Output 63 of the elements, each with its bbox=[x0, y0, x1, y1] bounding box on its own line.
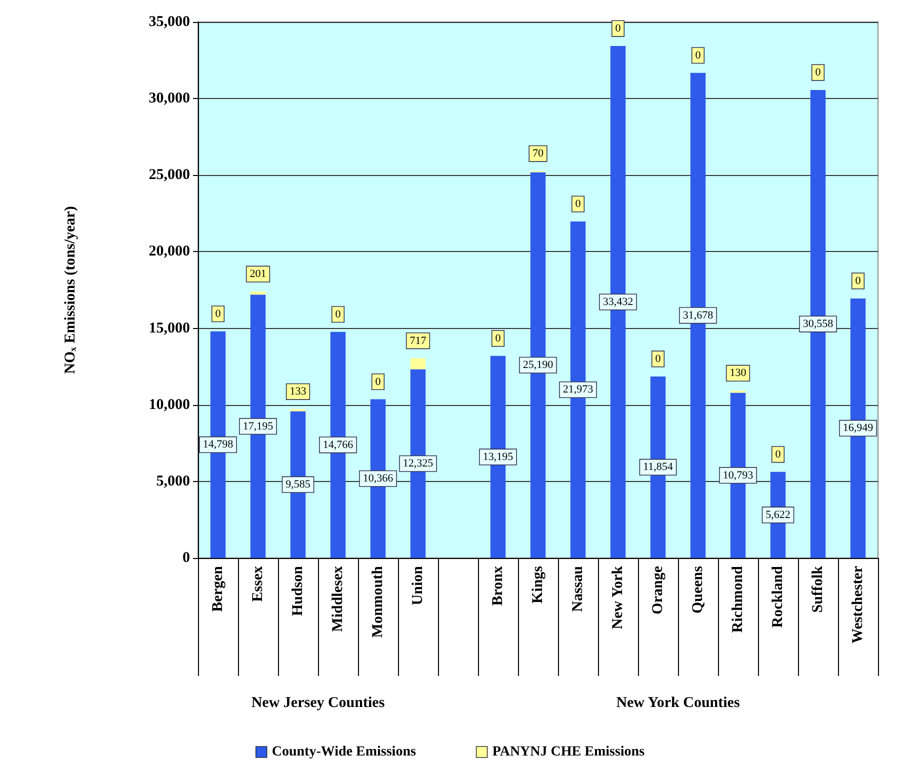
data-label: 10,366 bbox=[362, 472, 394, 485]
x-tick-label: Essex bbox=[250, 566, 266, 602]
bar bbox=[250, 292, 266, 295]
data-label: 9,585 bbox=[286, 478, 311, 491]
data-label: 0 bbox=[375, 376, 382, 388]
data-label: 0 bbox=[855, 274, 862, 287]
x-tick-label: Middlesex bbox=[330, 566, 346, 632]
data-label: 0 bbox=[815, 66, 822, 79]
x-tick-label: Queens bbox=[690, 566, 706, 614]
x-tick-label: Monmouth bbox=[370, 565, 386, 638]
y-axis-title: NOₓ Emissions (tons/year) bbox=[62, 206, 78, 374]
data-label: 25,190 bbox=[522, 359, 554, 372]
x-tick-label: Nassau bbox=[570, 566, 586, 612]
x-tick-label: Hudson bbox=[290, 565, 306, 616]
y-tick-label: 0 bbox=[182, 550, 190, 566]
x-tick-label: New York bbox=[610, 565, 626, 630]
data-label: 14,766 bbox=[322, 438, 354, 451]
y-tick-label: 25,000 bbox=[148, 167, 190, 184]
data-label: 30,558 bbox=[802, 318, 834, 330]
x-tick-label: Westchester bbox=[850, 566, 866, 644]
data-label: 0 bbox=[575, 198, 582, 210]
data-label: 0 bbox=[655, 352, 662, 365]
data-label: 17,195 bbox=[242, 420, 274, 432]
data-label: 10,793 bbox=[722, 469, 754, 482]
data-label: 31,678 bbox=[682, 309, 714, 322]
data-label: 11,854 bbox=[643, 461, 674, 474]
x-tick-label: Rockland bbox=[770, 565, 786, 628]
x-tick-label: Bronx bbox=[490, 566, 506, 606]
data-label: 33,432 bbox=[602, 296, 634, 308]
data-label: 21,973 bbox=[562, 384, 594, 396]
data-label: 0 bbox=[335, 308, 342, 320]
data-label: 5,622 bbox=[766, 508, 790, 521]
y-tick-label: 35,000 bbox=[148, 14, 190, 30]
data-label: 16,949 bbox=[842, 422, 874, 434]
y-tick-label: 5,000 bbox=[156, 473, 190, 490]
data-label: 133 bbox=[290, 386, 307, 398]
data-label: 12,325 bbox=[402, 458, 434, 470]
data-label: 0 bbox=[215, 308, 222, 320]
x-tick-label: Kings bbox=[530, 566, 546, 604]
legend-label: PANYNJ CHE Emissions bbox=[492, 744, 646, 760]
x-tick-label: Union bbox=[410, 565, 426, 606]
x-tick-label: Suffolk bbox=[810, 565, 826, 613]
text: New York Counties bbox=[616, 695, 740, 711]
data-label: 717 bbox=[410, 334, 427, 347]
legend-label: County-Wide Emissions bbox=[272, 744, 416, 760]
x-tick-label: Orange bbox=[650, 566, 666, 614]
y-tick-label: 10,000 bbox=[148, 396, 190, 413]
y-tick-label: 20,000 bbox=[148, 244, 190, 260]
text: New Jersey Counties bbox=[251, 695, 385, 711]
data-label: 0 bbox=[495, 332, 502, 344]
x-tick-label: Richmond bbox=[730, 565, 746, 633]
data-label: 0 bbox=[695, 49, 702, 62]
y-tick-label: 30,000 bbox=[148, 90, 190, 107]
data-label: 201 bbox=[250, 268, 266, 280]
x-tick-label: Bergen bbox=[210, 565, 226, 612]
data-label: 70 bbox=[532, 148, 544, 160]
data-label: 0 bbox=[775, 448, 782, 460]
data-label: 13,195 bbox=[482, 450, 514, 463]
data-label: 14,798 bbox=[202, 438, 234, 451]
data-label: 130 bbox=[730, 367, 747, 380]
y-tick-label: 15,000 bbox=[148, 320, 190, 336]
bar bbox=[410, 358, 426, 370]
data-label: 0 bbox=[615, 22, 622, 35]
